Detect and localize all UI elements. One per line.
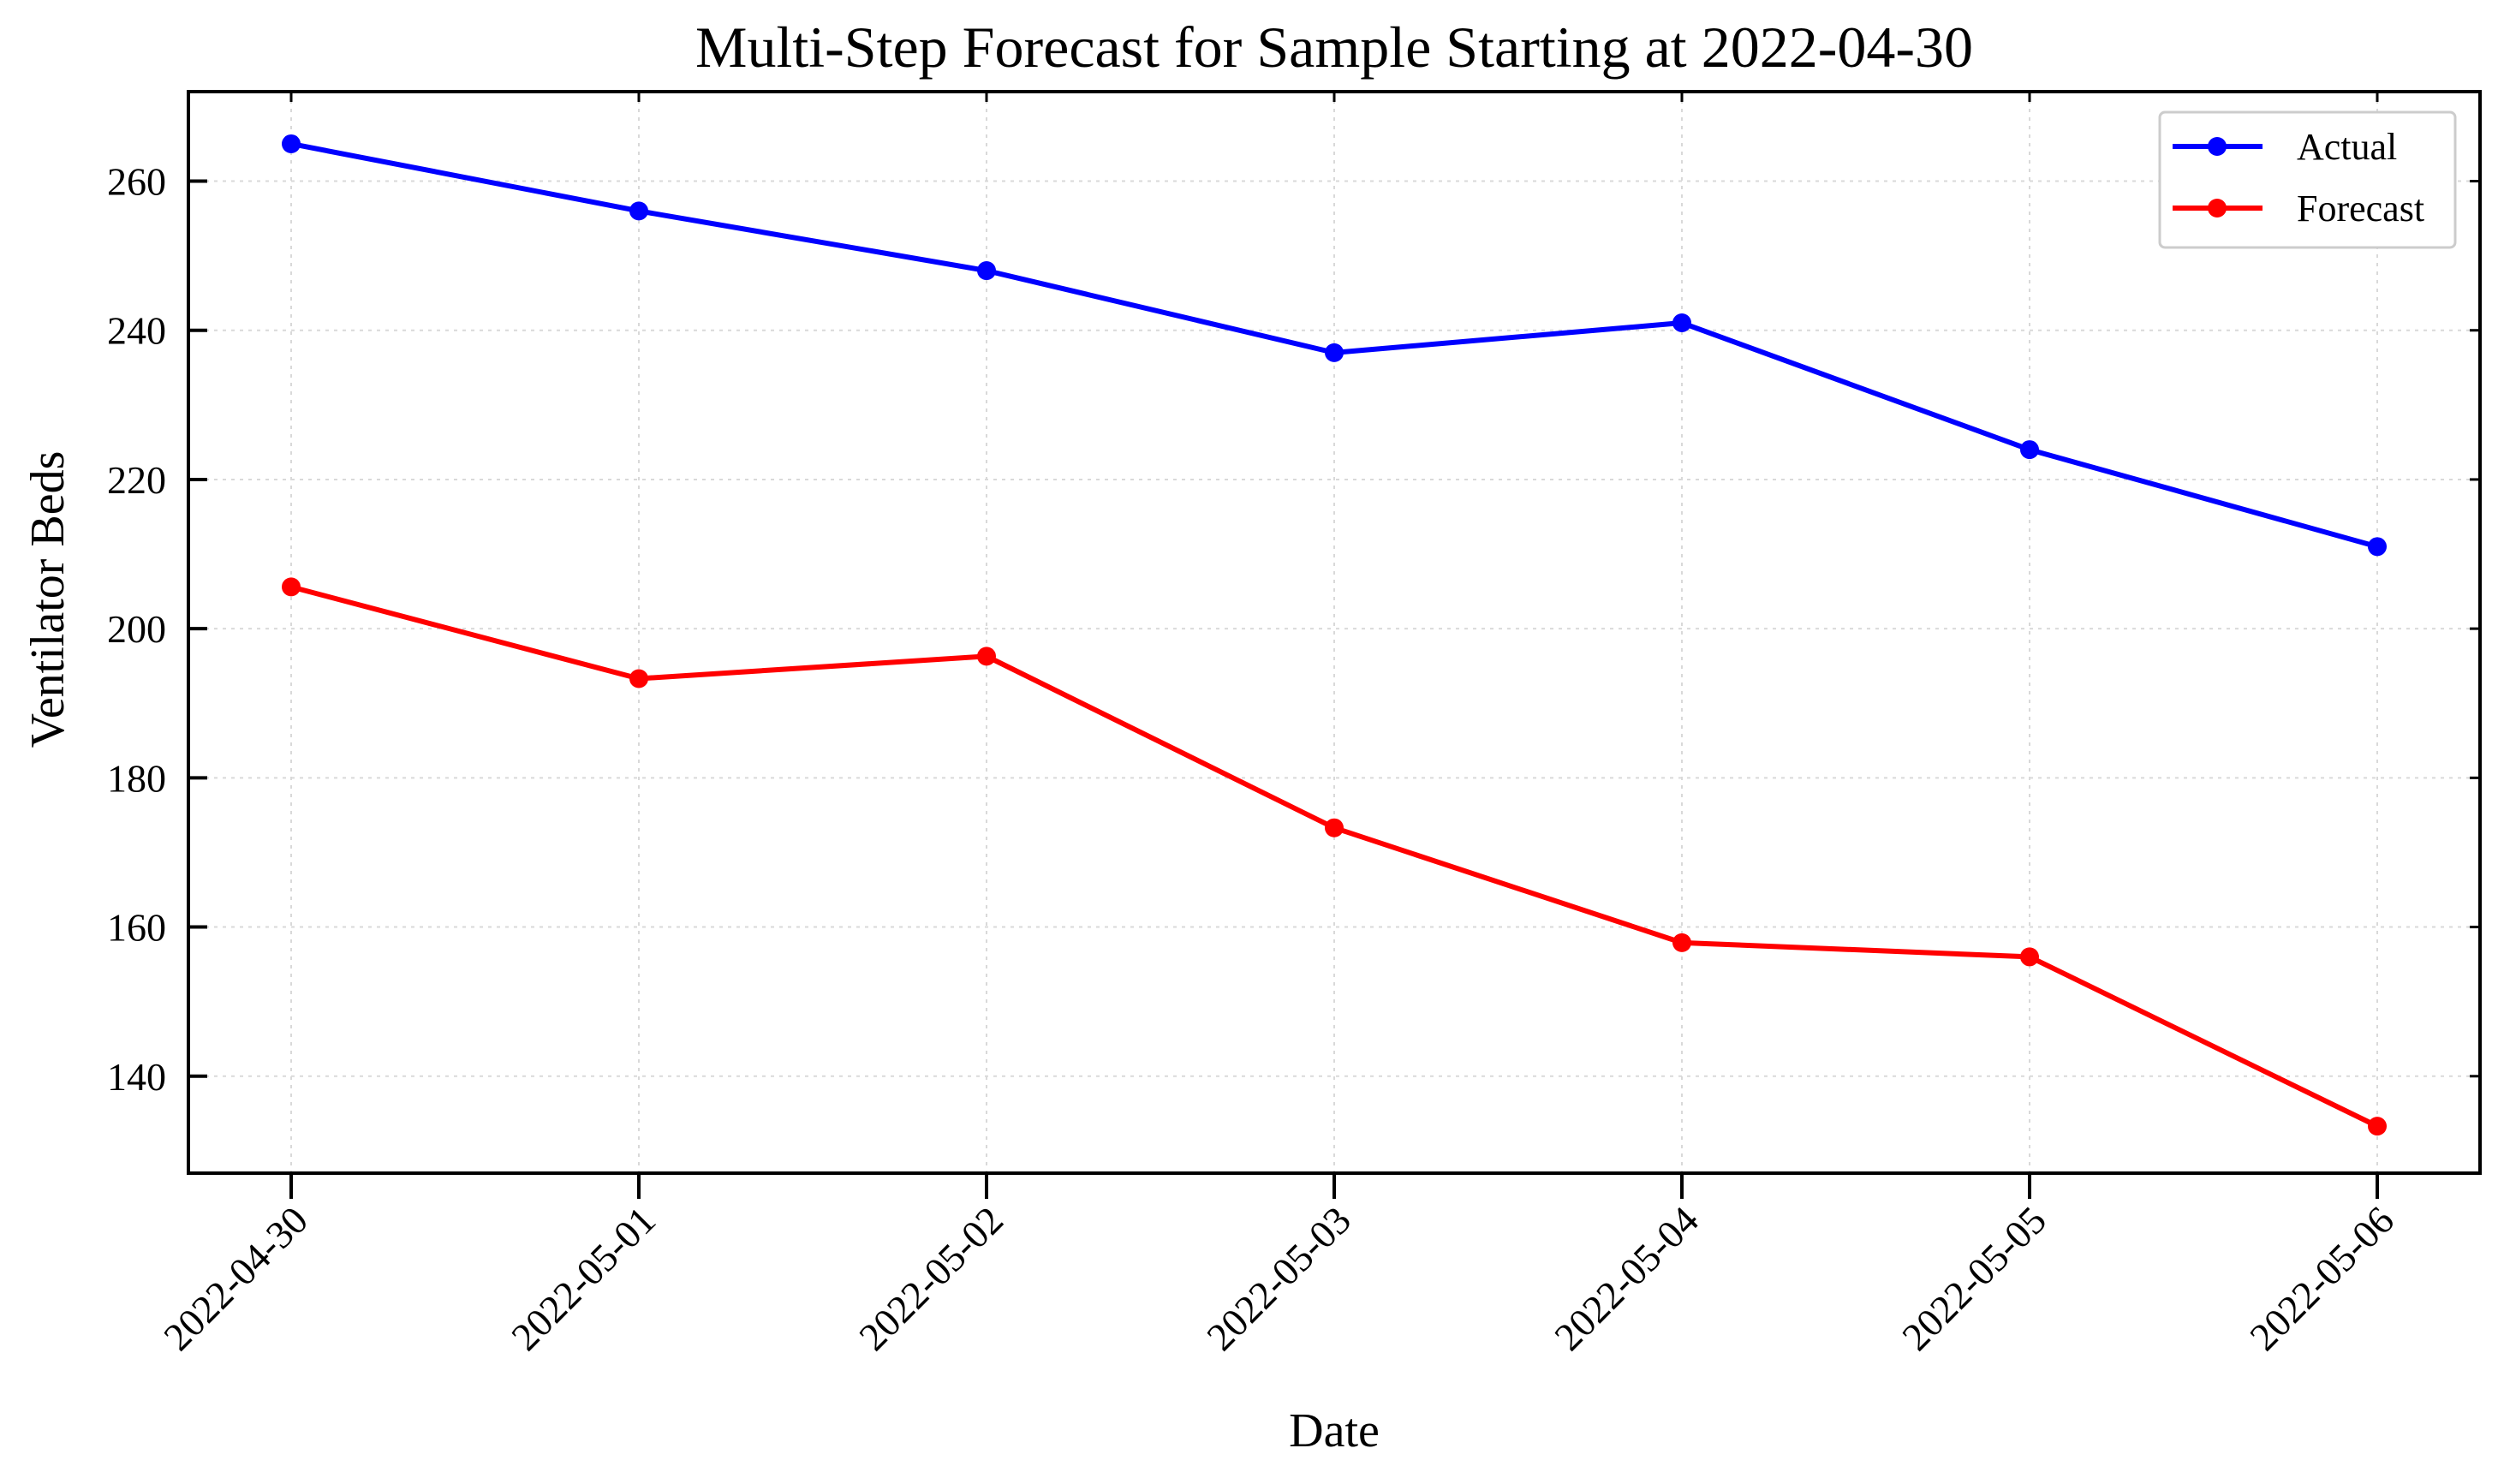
y-tick-label: 240 (107, 309, 166, 353)
series-point-actual (629, 201, 648, 221)
series-point-actual (2020, 440, 2039, 460)
y-tick-label: 220 (107, 458, 166, 502)
y-tick-label: 140 (107, 1055, 166, 1099)
series-point-actual (1325, 343, 1344, 362)
series-point-actual (977, 261, 996, 281)
legend: Actual Forecast (2158, 110, 2457, 249)
chart-title: Multi-Step Forecast for Sample Starting … (695, 15, 1973, 80)
series-point-forecast (1672, 933, 1691, 952)
series-point-actual (2368, 537, 2387, 557)
series-point-forecast (2368, 1117, 2387, 1136)
y-tick-label: 160 (107, 906, 166, 950)
series-point-forecast (629, 669, 648, 688)
legend-marker-forecast (2208, 199, 2227, 218)
y-tick-label: 260 (107, 160, 166, 204)
series-point-forecast (977, 647, 996, 666)
y-axis-title: Ventilator Beds (21, 451, 75, 748)
series-point-forecast (1325, 818, 1344, 837)
y-tick-label: 200 (107, 607, 166, 651)
y-tick-label: 180 (107, 756, 166, 800)
series-point-forecast (282, 577, 301, 597)
plot-series (282, 134, 2387, 1136)
legend-label-forecast: Forecast (2297, 188, 2424, 229)
series-point-forecast (2020, 947, 2039, 967)
series-point-actual (282, 134, 301, 153)
series-point-actual (1672, 313, 1691, 333)
x-axis-title: Date (1289, 1404, 1380, 1457)
legend-marker-actual (2208, 137, 2227, 156)
legend-label-actual: Actual (2297, 126, 2397, 168)
